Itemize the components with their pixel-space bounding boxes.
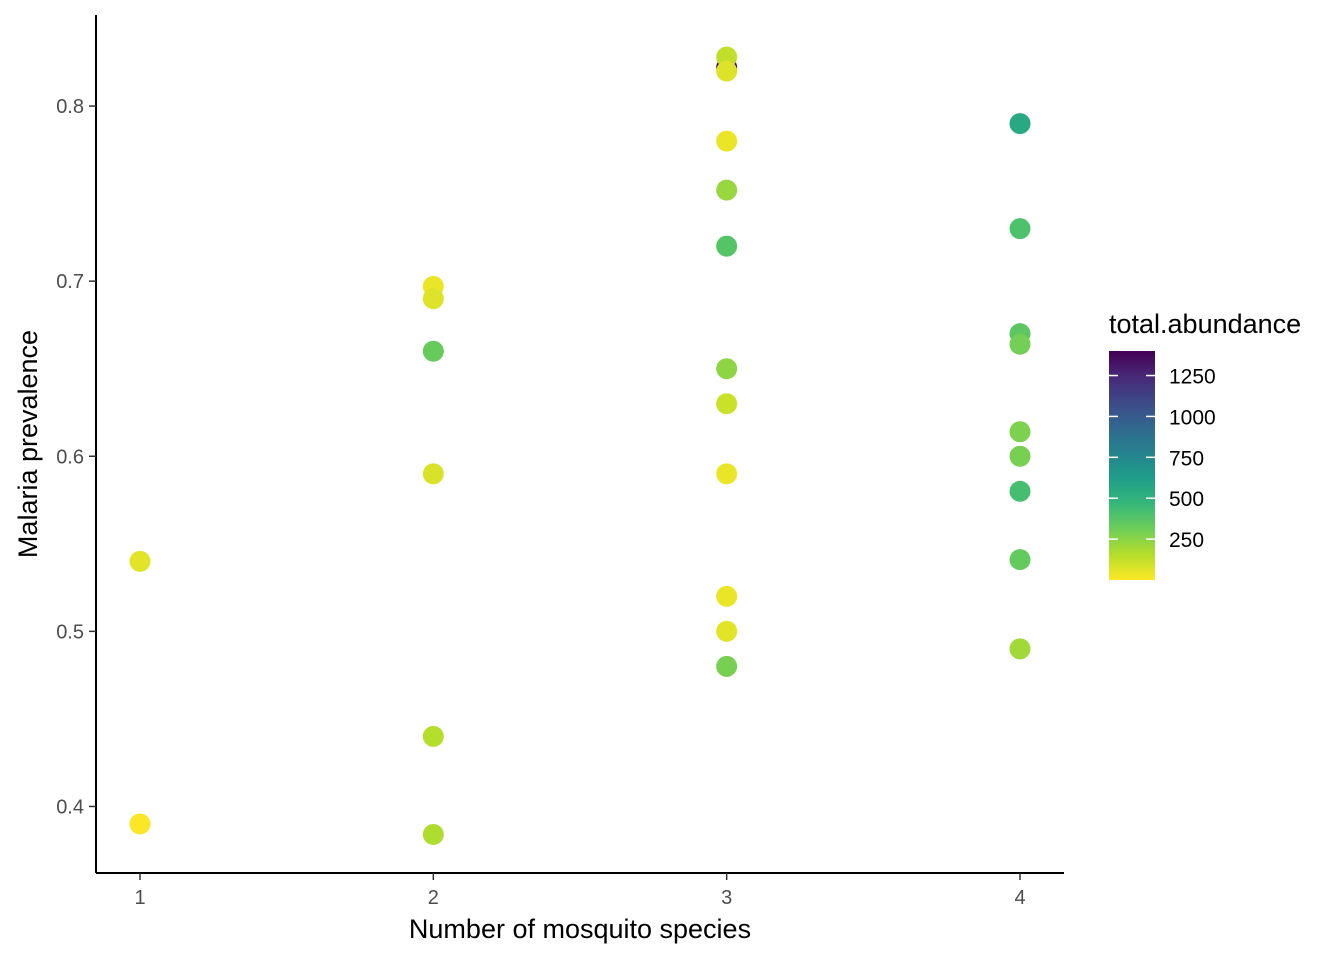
data-point	[716, 358, 738, 380]
data-point	[716, 463, 738, 485]
x-axis-ticks: 1 2 3 4	[134, 873, 1026, 909]
data-point	[422, 340, 444, 362]
y-tick-label: 0.5	[56, 621, 84, 643]
plot-area	[129, 46, 1031, 845]
data-point	[129, 813, 151, 835]
data-point	[1009, 218, 1031, 240]
x-tick-label: 4	[1014, 887, 1025, 909]
data-point	[716, 393, 738, 415]
x-tick-label: 2	[428, 887, 439, 909]
data-point	[129, 550, 151, 572]
data-point	[716, 655, 738, 677]
y-tick-label: 0.8	[56, 96, 84, 118]
data-point	[422, 823, 444, 845]
colorbar-legend: total.abundance 250 500 750 1000 1250	[1109, 309, 1301, 580]
data-point	[1009, 333, 1031, 355]
legend-title: total.abundance	[1109, 309, 1301, 339]
data-point	[1009, 480, 1031, 502]
y-tick-label: 0.6	[56, 446, 84, 468]
legend-label: 1250	[1169, 366, 1216, 389]
legend-label: 1000	[1169, 406, 1216, 429]
legend-label: 250	[1169, 529, 1204, 552]
x-tick-label: 3	[721, 887, 732, 909]
data-point	[716, 60, 738, 82]
y-tick-label: 0.4	[56, 796, 84, 818]
data-point	[716, 620, 738, 642]
legend-ticks: 250 500 750 1000 1250	[1109, 366, 1216, 552]
data-point	[716, 585, 738, 607]
data-point	[716, 235, 738, 257]
y-axis-ticks: 0.4 0.5 0.6 0.7 0.8	[56, 96, 96, 818]
y-axis-title: Malaria prevalence	[13, 330, 43, 558]
data-point	[1009, 113, 1031, 135]
data-point	[716, 179, 738, 201]
data-point	[1009, 445, 1031, 467]
legend-label: 750	[1169, 447, 1204, 470]
data-point	[1009, 549, 1031, 571]
data-point	[422, 725, 444, 747]
x-tick-label: 1	[134, 887, 145, 909]
data-point	[1009, 421, 1031, 443]
data-point	[716, 130, 738, 152]
data-point	[1009, 638, 1031, 660]
data-point	[422, 463, 444, 485]
y-tick-label: 0.7	[56, 271, 84, 293]
legend-label: 500	[1169, 488, 1204, 511]
x-axis-title: Number of mosquito species	[409, 914, 751, 944]
colorbar	[1109, 351, 1155, 580]
data-point	[422, 288, 444, 310]
